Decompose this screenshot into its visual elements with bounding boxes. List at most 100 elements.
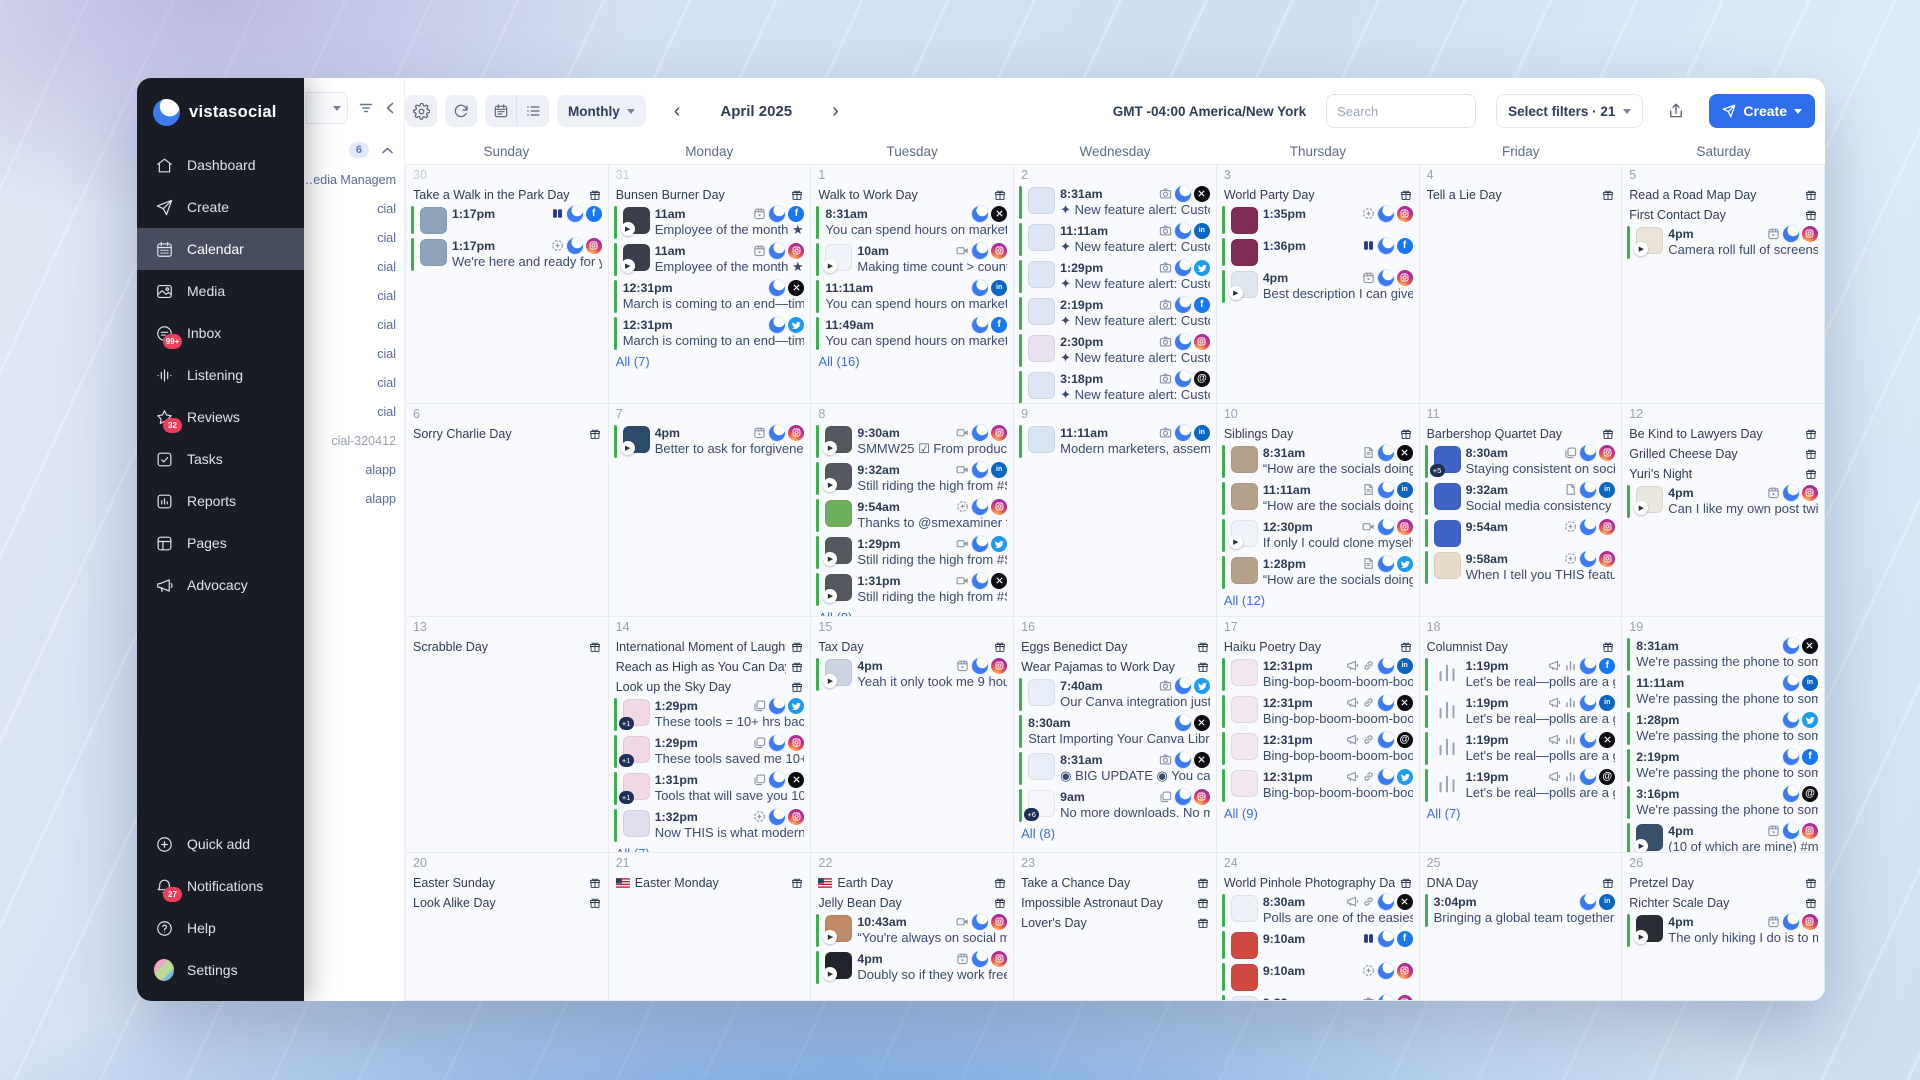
holiday-item[interactable]: Siblings Day — [1224, 424, 1412, 443]
calendar-event[interactable]: 1:19pm in Let's be real—polls are a grea… — [1424, 694, 1618, 729]
day-cell[interactable]: 8 ▶ 9:30am SMMW25 ☑ From product dem… ▶ … — [811, 404, 1015, 617]
calendar-event[interactable]: ▶ 4pm Best description I can give you … — [1221, 269, 1415, 304]
holiday-item[interactable]: Look Alike Day — [413, 893, 601, 912]
calendar-event[interactable]: ▶ 11am f Employee of the month ★ #Vist… — [613, 205, 807, 240]
day-cell[interactable]: 24 World Pinhole Photography Day 8:30am … — [1216, 853, 1420, 1001]
day-cell[interactable]: 1 Walk to Work Day 8:31am You can spend … — [811, 165, 1015, 404]
profile-list-item[interactable]: cial — [377, 405, 396, 419]
sidebar-item-listening[interactable]: Listening — [137, 354, 304, 396]
holiday-item[interactable]: International Moment of Laughter Day — [616, 637, 804, 656]
create-button[interactable]: Create — [1709, 94, 1815, 128]
profile-list-item[interactable]: cial — [377, 202, 396, 216]
calendar-event[interactable]: 9:10am f — [1221, 930, 1415, 960]
holiday-item[interactable]: Be Kind to Lawyers Day — [1629, 424, 1817, 443]
day-cell[interactable]: 5 Read a Road Map Day First Contact Day ▶… — [1622, 165, 1825, 404]
calendar-event[interactable]: 9:58am When I tell you THIS feature alo… — [1424, 550, 1618, 585]
calendar-event[interactable]: 3:18pm @ ✦ New feature alert: Custom C… — [1019, 370, 1212, 403]
calendar-event[interactable]: 9:54am — [1424, 518, 1618, 548]
calendar-event[interactable]: 2:30pm ✦ New feature alert: Custom C… — [1019, 333, 1212, 368]
day-cell[interactable]: 22 Earth Day Jelly Bean Day ▶ 10:43am “Yo… — [811, 853, 1015, 1001]
calendar-event[interactable]: +1 1:29pm These tools = 10+ hrs back in … — [613, 697, 807, 732]
calendar-event[interactable]: 1:17pm We're here and ready for ya, So… — [411, 237, 604, 272]
calendar-event[interactable]: 8:31am ✦ New feature alert: Custom C… — [1019, 185, 1212, 220]
calendar-event[interactable]: ▶ 12:30pm If only I could clone myself… … — [1221, 518, 1415, 553]
calendar-event[interactable]: ▶ 4pm Camera roll full of screenshots … — [1627, 225, 1820, 260]
calendar-event[interactable]: ▶ 4pm (10 of which are mine) #mark… — [1627, 822, 1820, 852]
calendar-event[interactable]: ▶ 9:32am in Still riding the high from #… — [816, 461, 1009, 496]
calendar-event[interactable]: 9:32am — [1221, 994, 1415, 1000]
profile-dropdown[interactable] — [306, 92, 348, 124]
holiday-item[interactable]: Tell a Lie Day — [1427, 185, 1615, 204]
calendar-view-button[interactable] — [485, 95, 517, 127]
profile-list-item[interactable]: cial — [377, 376, 396, 390]
calendar-event[interactable]: 8:31am ◉ BIG UPDATE ◉ You can now i… — [1019, 751, 1212, 786]
profile-list-item[interactable]: cial — [377, 260, 396, 274]
calendar-event[interactable]: 1:19pm f Let's be real—polls are a great… — [1424, 657, 1618, 692]
profile-list-item[interactable]: edia Managem… — [304, 173, 396, 187]
calendar-event[interactable]: 1:36pm f — [1221, 237, 1415, 267]
day-cell[interactable]: 17 Haiku Poetry Day 12:31pm in Bing-bop-… — [1216, 617, 1420, 853]
calendar-event[interactable]: 1:28pm “How are the socials doing?” A … — [1221, 555, 1415, 590]
calendar-event[interactable]: 8:30am Start Importing Your Canva Librar… — [1019, 714, 1212, 749]
calendar-event[interactable]: 8:30am Polls are one of the easiest way… — [1221, 893, 1415, 928]
holiday-item[interactable]: Easter Monday — [615, 873, 804, 892]
day-cell[interactable]: 25 DNA Day 3:04pm in Bringing a global t… — [1419, 853, 1623, 1001]
calendar-event[interactable]: 8:31am You can spend hours on marketing…… — [816, 205, 1009, 240]
sidebar-item-quick-add[interactable]: Quick add — [137, 823, 304, 865]
day-cell[interactable]: 6 Sorry Charlie Day — [406, 404, 609, 617]
profile-list-item[interactable]: cial-320412 — [331, 434, 396, 448]
day-cell[interactable]: 2 8:31am ✦ New feature alert: Custom C… … — [1014, 165, 1217, 404]
calendar-event[interactable]: +6 9am No more downloads. No more t… — [1019, 788, 1212, 823]
collapse-rail-icon[interactable] — [384, 101, 396, 115]
calendar-event[interactable]: ▶ 4pm Better to ask for forgiveness tha… — [613, 424, 807, 459]
profile-list-item[interactable]: alapp — [365, 492, 396, 506]
brand[interactable]: vistasocial — [137, 78, 304, 144]
refresh-button[interactable] — [445, 95, 477, 127]
calendar-event[interactable]: 9:32am in Social media consistency isn't… — [1424, 481, 1618, 516]
show-all-link[interactable]: All (8) — [818, 610, 1006, 616]
day-cell[interactable]: 26 Pretzel Day Richter Scale Day ▶ 4pm Th… — [1622, 853, 1825, 1001]
view-mode-select[interactable]: Monthly — [557, 95, 646, 127]
calendar-event[interactable]: 11:11am in You can spend hours on market… — [816, 279, 1009, 314]
calendar-event[interactable]: +1 1:31pm Tools that will save you 10+ h… — [613, 771, 807, 806]
filter-icon[interactable] — [358, 100, 374, 116]
calendar-event[interactable]: +5 8:30am Staying consistent on social d… — [1424, 444, 1618, 479]
calendar-event[interactable]: 1:19pm Let's be real—polls are a great … — [1424, 731, 1618, 766]
calendar-event[interactable]: 12:31pm March is coming to an end—time t… — [613, 279, 807, 314]
show-all-link[interactable]: All (7) — [1426, 806, 1461, 821]
calendar-event[interactable]: 1:19pm @ Let's be real—polls are a great… — [1424, 768, 1618, 803]
holiday-item[interactable]: Scrabble Day — [413, 637, 601, 656]
show-all-link[interactable]: All (7) — [615, 354, 650, 369]
sidebar-item-reviews[interactable]: 32 Reviews — [137, 396, 304, 438]
calendar-event[interactable]: ▶ 9:30am SMMW25 ☑ From product dem… — [816, 424, 1009, 459]
settings-gear-button[interactable] — [405, 95, 437, 127]
holiday-item[interactable]: Take a Chance Day — [1021, 873, 1209, 892]
calendar-event[interactable]: 7:40am Our Canva integration just level… — [1019, 677, 1212, 712]
show-all-link[interactable]: All (12) — [1223, 593, 1266, 608]
holiday-item[interactable]: Earth Day — [818, 873, 1006, 892]
calendar-event[interactable]: 1:35pm — [1221, 205, 1415, 235]
holiday-item[interactable]: Haiku Poetry Day — [1224, 637, 1412, 656]
next-month-button[interactable]: › — [826, 101, 845, 121]
list-view-button[interactable] — [517, 95, 549, 127]
calendar-event[interactable]: 11:11am in ✦ New feature alert: Custom C… — [1019, 222, 1212, 257]
sidebar-item-tasks[interactable]: Tasks — [137, 438, 304, 480]
day-cell[interactable]: 7 ▶ 4pm Better to ask for forgiveness th… — [608, 404, 812, 617]
calendar-event[interactable]: 2:19pm f We're passing the phone to some… — [1627, 748, 1820, 783]
calendar-event[interactable]: ▶ 1:31pm Still riding the high from #SMM… — [816, 572, 1009, 607]
calendar-event[interactable]: 8:31am “How are the socials doing?” A … — [1221, 444, 1415, 479]
calendar-event[interactable]: 8:31am We're passing the phone to someon… — [1627, 637, 1820, 672]
holiday-item[interactable]: Reach as High as You Can Day — [616, 657, 804, 676]
calendar-event[interactable]: 12:31pm in Bing-bop-boom-boom-boom-… — [1221, 657, 1415, 692]
day-cell[interactable]: 16 Eggs Benedict Day Wear Pajamas to Work… — [1014, 617, 1217, 853]
day-cell[interactable]: 10 Siblings Day 8:31am “How are the soci… — [1216, 404, 1420, 617]
holiday-item[interactable]: Yuri's Night — [1629, 464, 1817, 483]
sidebar-item-create[interactable]: Create — [137, 186, 304, 228]
calendar-event[interactable]: ▶ 10am Making time count > counting ti… — [816, 242, 1009, 277]
holiday-item[interactable]: Easter Sunday — [413, 873, 601, 892]
holiday-item[interactable]: Eggs Benedict Day — [1021, 637, 1209, 656]
chevron-up-icon[interactable] — [381, 146, 394, 155]
calendar-event[interactable]: 9:10am — [1221, 962, 1415, 992]
calendar-event[interactable]: 9:54am Thanks to @smexaminer for ha… — [816, 498, 1009, 533]
calendar-event[interactable]: 1:29pm ✦ New feature alert: Custom C… — [1019, 259, 1212, 294]
